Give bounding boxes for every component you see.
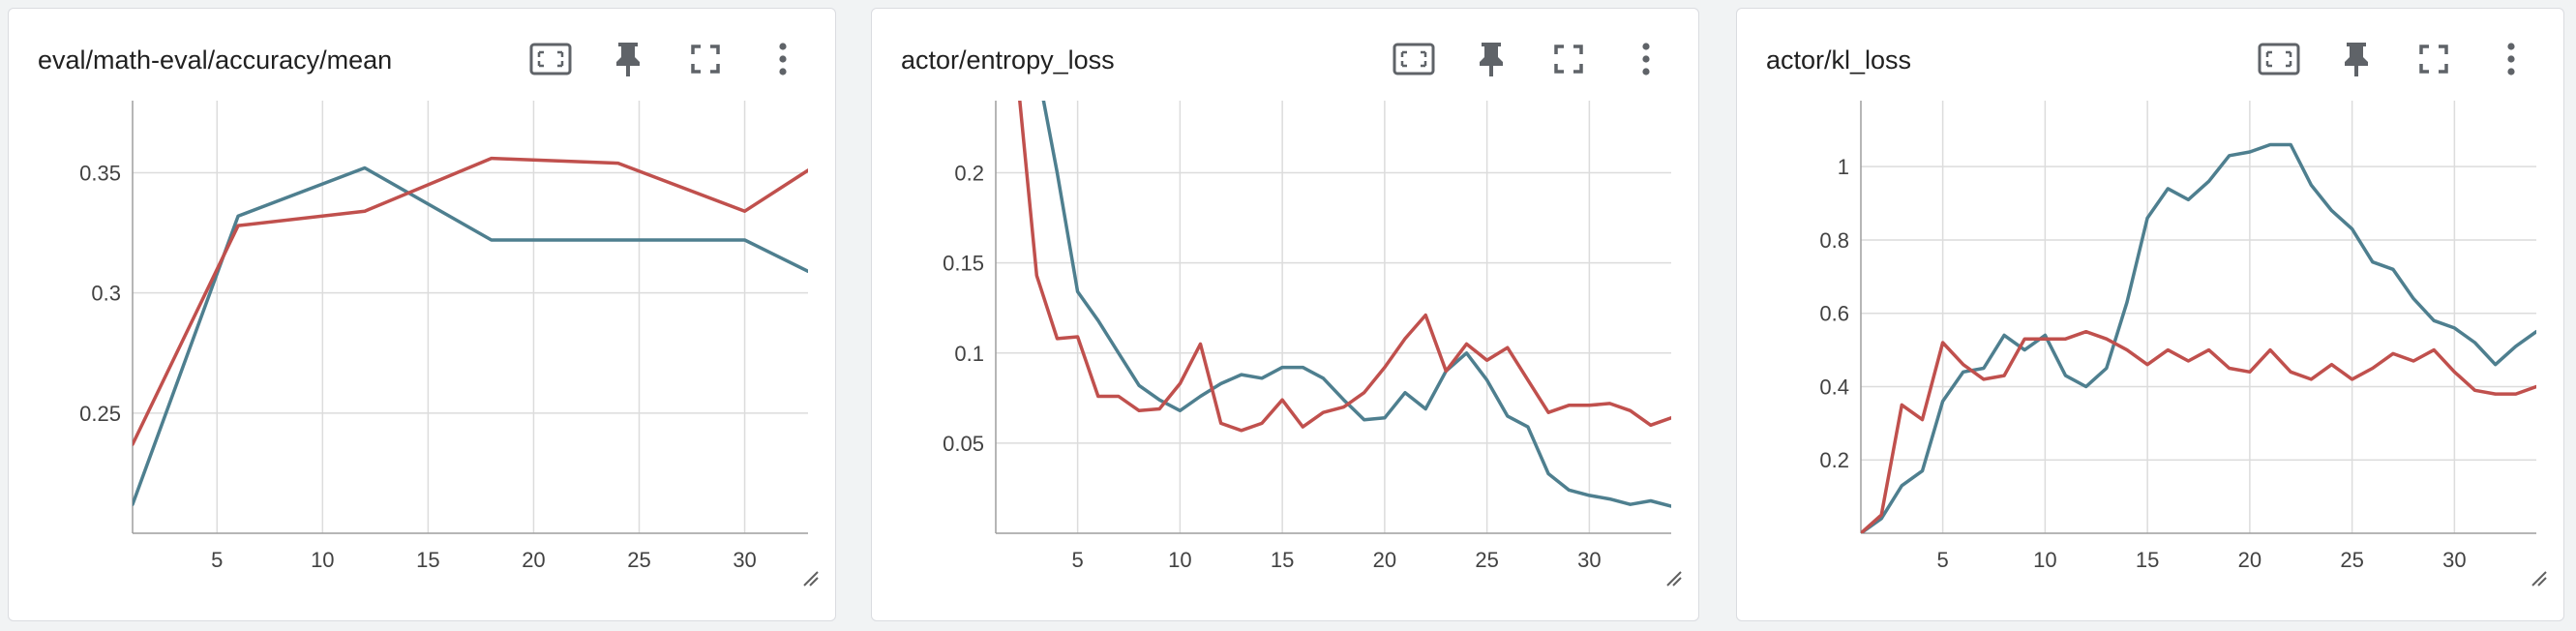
fit-to-data-icon <box>529 43 572 75</box>
y-tick-label: 0.8 <box>1819 228 1849 253</box>
entropy-loss-line-chart[interactable]: 5 10 15 20 25 30 0.05 0.1 0.15 0.2 <box>872 9 1700 622</box>
chart-panel-accuracy: eval/math-eval/accuracy/mean 5 10 15 20 25 30… <box>8 8 836 621</box>
fullscreen-icon <box>2419 45 2448 74</box>
series-line-run-red[interactable] <box>1861 329 2536 533</box>
resize-handle-icon[interactable] <box>2531 571 2547 586</box>
x-tick-label: 10 <box>2033 548 2056 572</box>
fit-to-data-button[interactable] <box>2254 34 2304 84</box>
resize-handle-icon[interactable] <box>803 571 819 586</box>
x-tick-label: 10 <box>311 548 334 572</box>
grid <box>133 101 808 533</box>
series-line-run-red[interactable] <box>133 156 808 446</box>
kl-loss-line-chart[interactable]: 5 10 15 20 25 30 0.2 0.4 0.6 0.8 1 <box>1737 9 2565 622</box>
y-tick-label: 0.2 <box>954 162 984 186</box>
x-tick-label: 10 <box>1168 548 1191 572</box>
pin-icon <box>2345 43 2368 76</box>
y-tick-label: 0.05 <box>943 432 984 456</box>
fit-to-data-button[interactable] <box>525 34 576 84</box>
fit-to-data-button[interactable] <box>1389 34 1439 84</box>
fit-to-data-icon <box>1393 43 1435 75</box>
pin-button[interactable] <box>2331 34 2381 84</box>
more-vert-icon <box>1642 43 1650 75</box>
x-tick-label: 20 <box>1373 548 1396 572</box>
x-tick-label: 15 <box>2136 548 2159 572</box>
chart-panel-kl-loss: actor/kl_loss 5 10 15 20 25 30 0.2 0.4 0.6 0.8 1 <box>1736 8 2564 621</box>
x-tick-label: 5 <box>1936 548 1948 572</box>
chart-toolbar <box>525 34 808 84</box>
chart-title: actor/kl_loss <box>1766 45 1912 75</box>
y-tick-label: 0.2 <box>1819 448 1849 472</box>
accuracy-line-chart[interactable]: 5 10 15 20 25 30 0.25 0.3 0.35 <box>9 9 837 622</box>
x-tick-label: 25 <box>627 548 650 572</box>
x-tick-label: 25 <box>1475 548 1498 572</box>
x-tick-label: 15 <box>1271 548 1294 572</box>
fullscreen-icon <box>1554 45 1583 74</box>
x-tick-label: 25 <box>2340 548 2363 572</box>
more-options-button[interactable] <box>758 34 808 84</box>
fullscreen-button[interactable] <box>2409 34 2459 84</box>
series-line-run-blue[interactable] <box>1861 142 2536 534</box>
x-tick-label: 30 <box>1577 548 1601 572</box>
series-group <box>133 156 808 506</box>
series-line-run-blue[interactable] <box>133 165 808 506</box>
fit-to-data-icon <box>2258 43 2300 75</box>
y-tick-label: 0.6 <box>1819 302 1849 326</box>
pin-button[interactable] <box>1466 34 1516 84</box>
x-tick-label: 30 <box>733 548 756 572</box>
more-vert-icon <box>779 43 787 75</box>
y-tick-label: 0.3 <box>91 282 121 306</box>
y-tick-label: 0.15 <box>943 252 984 276</box>
series-line-run-blue[interactable] <box>1036 65 1671 508</box>
grid <box>1861 101 2536 533</box>
x-tick-label: 20 <box>2238 548 2261 572</box>
y-tick-label: 0.1 <box>954 342 984 366</box>
x-tick-label: 15 <box>416 548 439 572</box>
fullscreen-button[interactable] <box>1543 34 1594 84</box>
chart-panel-entropy-loss: actor/entropy_loss 5 10 15 20 25 30 0.05 0.1 0.1… <box>871 8 1699 621</box>
y-tick-label: 0.35 <box>79 162 121 186</box>
x-tick-label: 5 <box>1071 548 1083 572</box>
x-tick-label: 5 <box>211 548 223 572</box>
fullscreen-icon <box>691 45 720 74</box>
chart-toolbar <box>2254 34 2536 84</box>
y-tick-label: 0.4 <box>1819 375 1849 399</box>
y-tick-label: 1 <box>1838 155 1849 179</box>
more-vert-icon <box>2507 43 2515 75</box>
pin-icon <box>1480 43 1503 76</box>
fullscreen-button[interactable] <box>680 34 731 84</box>
more-options-button[interactable] <box>2486 34 2536 84</box>
series-group <box>1016 65 1671 508</box>
pin-button[interactable] <box>603 34 653 84</box>
chart-title: actor/entropy_loss <box>901 45 1115 75</box>
pin-icon <box>616 43 640 76</box>
series-line-run-red[interactable] <box>1016 65 1671 433</box>
chart-toolbar <box>1389 34 1671 84</box>
series-group <box>1861 142 2536 534</box>
resize-handle-icon[interactable] <box>1666 571 1682 586</box>
grid <box>996 101 1671 533</box>
x-tick-label: 20 <box>522 548 545 572</box>
x-tick-label: 30 <box>2442 548 2466 572</box>
more-options-button[interactable] <box>1621 34 1671 84</box>
y-tick-label: 0.25 <box>79 402 121 426</box>
chart-title: eval/math-eval/accuracy/mean <box>38 45 393 75</box>
